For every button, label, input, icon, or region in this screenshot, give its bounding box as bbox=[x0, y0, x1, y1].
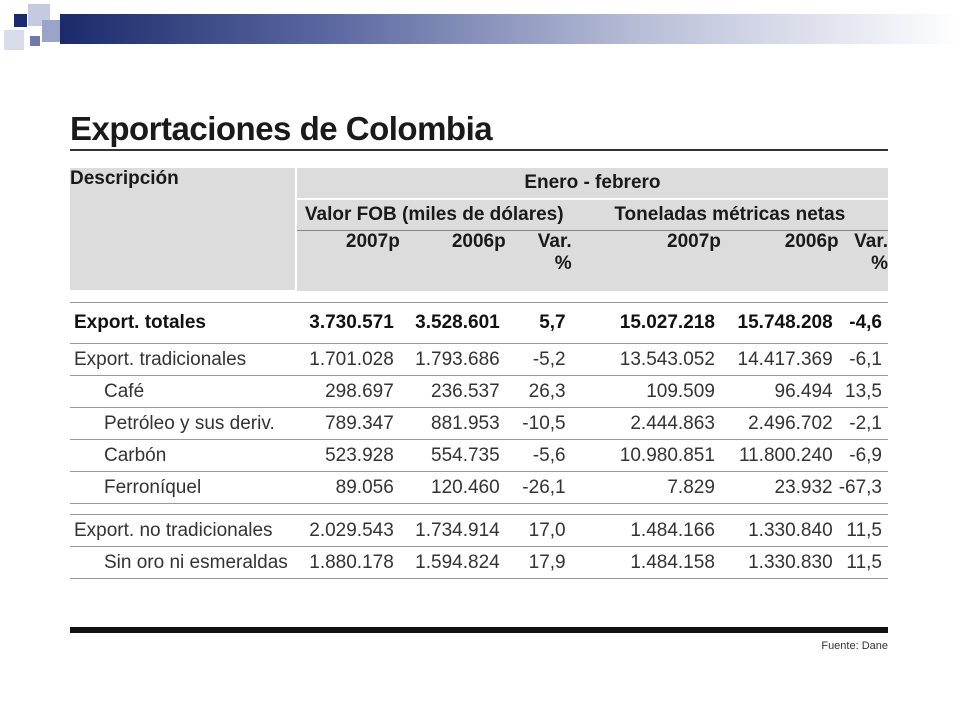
exports-table: Descripción Enero - febrero Valor FOB (m… bbox=[70, 168, 888, 579]
cell-ton-var: -67,3 bbox=[838, 471, 888, 504]
spacer-row bbox=[70, 503, 888, 515]
header-descripcion: Descripción bbox=[70, 168, 297, 292]
header-fob-var: Var.% bbox=[505, 230, 572, 291]
cell-fob-var: 26,3 bbox=[505, 375, 572, 408]
cell-ton-2007: 2.444.863 bbox=[571, 407, 721, 440]
cell-ton-2006: 23.932 bbox=[720, 471, 839, 504]
cell-fob-2007: 89.056 bbox=[295, 471, 400, 504]
table-row-total: Export. totales 3.730.571 3.528.601 5,7 … bbox=[70, 302, 888, 344]
cell-fob-2007: 1.701.028 bbox=[295, 343, 400, 376]
spacer-row bbox=[70, 291, 888, 303]
cell-fob-2006: 881.953 bbox=[399, 407, 506, 440]
header-row-period: Descripción Enero - febrero bbox=[70, 168, 888, 292]
cell-fob-2007: 298.697 bbox=[295, 375, 400, 408]
cell-fob-var: 17,9 bbox=[505, 546, 572, 579]
cell-fob-2007: 1.880.178 bbox=[295, 546, 400, 579]
cell-fob-var: 17,0 bbox=[505, 514, 572, 547]
header-ton-2006: 2006p bbox=[720, 230, 839, 291]
title-divider bbox=[70, 149, 888, 151]
row-description: Petróleo y sus deriv. bbox=[70, 407, 296, 440]
cell-ton-2006: 2.496.702 bbox=[720, 407, 839, 440]
row-description: Café bbox=[70, 375, 296, 408]
cell-fob-2006: 236.537 bbox=[399, 375, 506, 408]
row-description: Ferroníquel bbox=[70, 471, 296, 504]
bottom-divider bbox=[70, 627, 888, 633]
cell-fob-2007: 523.928 bbox=[295, 439, 400, 472]
cell-ton-2006: 1.330.840 bbox=[720, 514, 839, 547]
header-var-label: Var. bbox=[854, 231, 888, 252]
cell-fob-2006: 3.528.601 bbox=[399, 302, 506, 344]
cell-fob-2006: 120.460 bbox=[399, 471, 506, 504]
cell-fob-var: -10,5 bbox=[505, 407, 572, 440]
cell-ton-var: -2,1 bbox=[838, 407, 888, 440]
table-row: Carbón 523.928 554.735 -5,6 10.980.851 1… bbox=[70, 439, 888, 472]
table-row: Café 298.697 236.537 26,3 109.509 96.494… bbox=[70, 375, 888, 408]
header-row-groups: Valor FOB (miles de dólares) Toneladas m… bbox=[70, 199, 888, 231]
header-pct-label: % bbox=[554, 253, 572, 274]
cell-ton-2007: 1.484.166 bbox=[571, 514, 721, 547]
header-fob-2006: 2006p bbox=[399, 230, 506, 291]
row-description: Export. no tradicionales bbox=[70, 514, 296, 547]
row-description: Export. tradicionales bbox=[70, 343, 296, 376]
cell-ton-2006: 14.417.369 bbox=[720, 343, 839, 376]
cell-fob-var: -26,1 bbox=[505, 471, 572, 504]
cell-fob-2006: 1.594.824 bbox=[399, 546, 506, 579]
cell-fob-2007: 2.029.543 bbox=[295, 514, 400, 547]
table-row: Ferroníquel 89.056 120.460 -26,1 7.829 2… bbox=[70, 471, 888, 504]
decorative-square bbox=[42, 20, 64, 42]
cell-fob-2006: 1.793.686 bbox=[399, 343, 506, 376]
cell-fob-var: -5,6 bbox=[505, 439, 572, 472]
cell-fob-2006: 1.734.914 bbox=[399, 514, 506, 547]
table-title: Exportaciones de Colombia bbox=[70, 110, 493, 147]
table-row: Export. no tradicionales 2.029.543 1.734… bbox=[70, 514, 888, 547]
cell-ton-2007: 7.829 bbox=[571, 471, 721, 504]
cell-fob-2006: 554.735 bbox=[399, 439, 506, 472]
header-fob-2007: 2007p bbox=[295, 230, 400, 291]
decorative-square bbox=[30, 36, 40, 46]
header-toneladas: Toneladas métricas netas bbox=[571, 199, 888, 231]
cell-ton-var: -6,9 bbox=[838, 439, 888, 472]
cell-ton-2007: 109.509 bbox=[571, 375, 721, 408]
row-description: Carbón bbox=[70, 439, 296, 472]
cell-ton-var: 11,5 bbox=[838, 514, 888, 547]
cell-ton-var: -4,6 bbox=[838, 302, 888, 344]
header-row-columns: 2007p 2006p Var.% 2007p 2006p Var.% bbox=[70, 230, 888, 291]
cell-ton-2007: 10.980.851 bbox=[571, 439, 721, 472]
source-note: Fuente: Dane bbox=[821, 640, 888, 652]
decorative-square bbox=[4, 30, 24, 50]
header-pct-label: % bbox=[871, 253, 888, 274]
cell-ton-var: 13,5 bbox=[838, 375, 888, 408]
header-period: Enero - febrero bbox=[295, 168, 888, 200]
header-valor-fob: Valor FOB (miles de dólares) bbox=[295, 199, 572, 231]
cell-ton-2007: 1.484.158 bbox=[571, 546, 721, 579]
cell-ton-2006: 11.800.240 bbox=[720, 439, 839, 472]
table-row: Petróleo y sus deriv. 789.347 881.953 -1… bbox=[70, 407, 888, 440]
row-description: Sin oro ni esmeraldas bbox=[70, 546, 296, 579]
cell-fob-2007: 789.347 bbox=[295, 407, 400, 440]
decorative-square bbox=[14, 14, 27, 27]
cell-fob-var: -5,2 bbox=[505, 343, 572, 376]
cell-ton-2006: 96.494 bbox=[720, 375, 839, 408]
row-description: Export. totales bbox=[70, 302, 296, 344]
header-ton-var: Var.% bbox=[838, 230, 888, 291]
cell-ton-2006: 15.748.208 bbox=[720, 302, 839, 344]
cell-fob-2007: 3.730.571 bbox=[295, 302, 400, 344]
slide-header-bar bbox=[60, 14, 960, 44]
header-ton-2007: 2007p bbox=[571, 230, 721, 291]
cell-ton-2007: 15.027.218 bbox=[571, 302, 721, 344]
cell-ton-var: -6,1 bbox=[838, 343, 888, 376]
cell-ton-2006: 1.330.830 bbox=[720, 546, 839, 579]
cell-fob-var: 5,7 bbox=[505, 302, 572, 344]
cell-ton-2007: 13.543.052 bbox=[571, 343, 721, 376]
cell-ton-var: 11,5 bbox=[838, 546, 888, 579]
table-row: Export. tradicionales 1.701.028 1.793.68… bbox=[70, 343, 888, 376]
header-var-label: Var. bbox=[537, 231, 572, 252]
table-row: Sin oro ni esmeraldas 1.880.178 1.594.82… bbox=[70, 546, 888, 579]
